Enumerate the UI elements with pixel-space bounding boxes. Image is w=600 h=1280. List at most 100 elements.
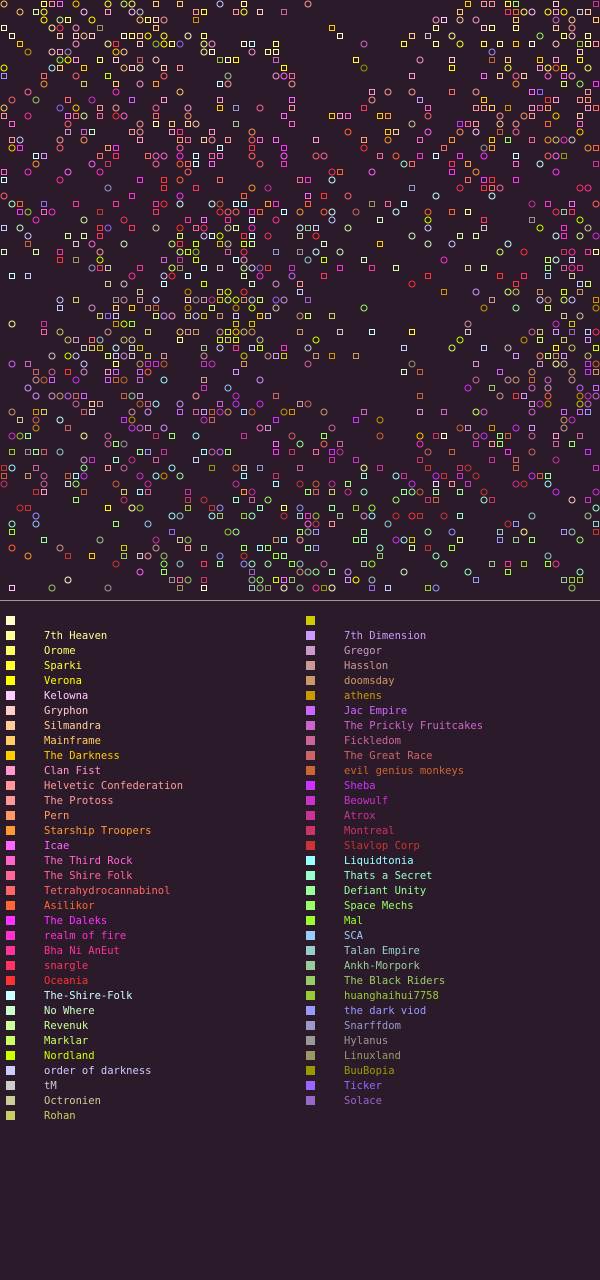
star-system-square-icon[interactable] bbox=[177, 537, 183, 543]
star-system-circle-icon[interactable] bbox=[160, 40, 168, 48]
star-system-square-icon[interactable] bbox=[9, 121, 15, 127]
star-system-square-icon[interactable] bbox=[433, 481, 439, 487]
star-system-square-icon[interactable] bbox=[89, 409, 95, 415]
star-system-circle-icon[interactable] bbox=[408, 232, 416, 240]
star-system-square-icon[interactable] bbox=[73, 113, 79, 119]
star-system-square-icon[interactable] bbox=[137, 137, 143, 143]
star-system-circle-icon[interactable] bbox=[200, 224, 208, 232]
star-system-square-icon[interactable] bbox=[41, 449, 47, 455]
star-system-square-icon[interactable] bbox=[369, 89, 375, 95]
star-system-square-icon[interactable] bbox=[249, 233, 255, 239]
star-system-circle-icon[interactable] bbox=[16, 224, 24, 232]
star-system-square-icon[interactable] bbox=[81, 393, 87, 399]
star-system-circle-icon[interactable] bbox=[72, 376, 80, 384]
star-system-square-icon[interactable] bbox=[217, 401, 223, 407]
star-system-square-icon[interactable] bbox=[249, 569, 255, 575]
star-system-square-icon[interactable] bbox=[569, 321, 575, 327]
star-system-square-icon[interactable] bbox=[185, 545, 191, 551]
star-system-circle-icon[interactable] bbox=[0, 480, 8, 488]
star-system-square-icon[interactable] bbox=[9, 585, 15, 591]
star-system-square-icon[interactable] bbox=[377, 217, 383, 223]
star-system-square-icon[interactable] bbox=[65, 113, 71, 119]
star-system-square-icon[interactable] bbox=[153, 113, 159, 119]
star-system-square-icon[interactable] bbox=[561, 313, 567, 319]
star-system-circle-icon[interactable] bbox=[320, 152, 328, 160]
star-system-circle-icon[interactable] bbox=[48, 48, 56, 56]
star-system-circle-icon[interactable] bbox=[592, 488, 600, 496]
star-system-square-icon[interactable] bbox=[297, 529, 303, 535]
star-system-circle-icon[interactable] bbox=[0, 0, 8, 8]
star-system-square-icon[interactable] bbox=[577, 281, 583, 287]
star-system-circle-icon[interactable] bbox=[192, 392, 200, 400]
star-system-square-icon[interactable] bbox=[137, 449, 143, 455]
star-system-square-icon[interactable] bbox=[449, 89, 455, 95]
star-system-circle-icon[interactable] bbox=[152, 544, 160, 552]
star-system-circle-icon[interactable] bbox=[80, 368, 88, 376]
star-system-square-icon[interactable] bbox=[569, 201, 575, 207]
star-system-circle-icon[interactable] bbox=[248, 184, 256, 192]
star-system-square-icon[interactable] bbox=[489, 105, 495, 111]
star-system-square-icon[interactable] bbox=[385, 585, 391, 591]
star-system-square-icon[interactable] bbox=[113, 521, 119, 527]
star-system-circle-icon[interactable] bbox=[456, 336, 464, 344]
star-system-square-icon[interactable] bbox=[457, 489, 463, 495]
star-system-square-icon[interactable] bbox=[89, 553, 95, 559]
star-system-square-icon[interactable] bbox=[201, 217, 207, 223]
star-system-square-icon[interactable] bbox=[593, 465, 599, 471]
star-system-circle-icon[interactable] bbox=[80, 112, 88, 120]
star-system-circle-icon[interactable] bbox=[576, 184, 584, 192]
star-system-circle-icon[interactable] bbox=[80, 464, 88, 472]
star-system-circle-icon[interactable] bbox=[504, 240, 512, 248]
star-system-square-icon[interactable] bbox=[329, 449, 335, 455]
star-system-circle-icon[interactable] bbox=[232, 328, 240, 336]
star-system-circle-icon[interactable] bbox=[328, 208, 336, 216]
star-system-square-icon[interactable] bbox=[161, 185, 167, 191]
star-system-square-icon[interactable] bbox=[305, 177, 311, 183]
star-system-square-icon[interactable] bbox=[553, 353, 559, 359]
star-system-square-icon[interactable] bbox=[129, 129, 135, 135]
star-system-circle-icon[interactable] bbox=[384, 136, 392, 144]
star-system-circle-icon[interactable] bbox=[576, 128, 584, 136]
star-system-circle-icon[interactable] bbox=[568, 416, 576, 424]
star-system-circle-icon[interactable] bbox=[120, 464, 128, 472]
star-system-square-icon[interactable] bbox=[217, 57, 223, 63]
star-system-circle-icon[interactable] bbox=[488, 48, 496, 56]
star-system-circle-icon[interactable] bbox=[584, 184, 592, 192]
star-system-circle-icon[interactable] bbox=[176, 328, 184, 336]
star-system-square-icon[interactable] bbox=[409, 545, 415, 551]
star-system-square-icon[interactable] bbox=[113, 361, 119, 367]
star-system-circle-icon[interactable] bbox=[296, 224, 304, 232]
star-system-square-icon[interactable] bbox=[593, 249, 599, 255]
star-system-circle-icon[interactable] bbox=[32, 392, 40, 400]
star-system-circle-icon[interactable] bbox=[120, 280, 128, 288]
star-system-square-icon[interactable] bbox=[153, 209, 159, 215]
star-system-square-icon[interactable] bbox=[241, 1, 247, 7]
star-system-circle-icon[interactable] bbox=[552, 16, 560, 24]
star-system-square-icon[interactable] bbox=[361, 137, 367, 143]
star-system-circle-icon[interactable] bbox=[120, 440, 128, 448]
star-system-square-icon[interactable] bbox=[57, 33, 63, 39]
star-system-square-icon[interactable] bbox=[425, 33, 431, 39]
star-system-circle-icon[interactable] bbox=[272, 280, 280, 288]
star-system-circle-icon[interactable] bbox=[456, 40, 464, 48]
star-system-square-icon[interactable] bbox=[433, 41, 439, 47]
star-system-circle-icon[interactable] bbox=[464, 384, 472, 392]
star-system-square-icon[interactable] bbox=[417, 97, 423, 103]
star-system-square-icon[interactable] bbox=[121, 489, 127, 495]
star-system-circle-icon[interactable] bbox=[32, 416, 40, 424]
star-system-square-icon[interactable] bbox=[129, 305, 135, 311]
star-system-circle-icon[interactable] bbox=[192, 432, 200, 440]
star-system-circle-icon[interactable] bbox=[432, 192, 440, 200]
star-system-square-icon[interactable] bbox=[305, 225, 311, 231]
star-system-circle-icon[interactable] bbox=[584, 392, 592, 400]
star-system-circle-icon[interactable] bbox=[232, 208, 240, 216]
star-system-square-icon[interactable] bbox=[185, 121, 191, 127]
star-system-square-icon[interactable] bbox=[505, 433, 511, 439]
star-system-square-icon[interactable] bbox=[57, 305, 63, 311]
star-system-circle-icon[interactable] bbox=[144, 480, 152, 488]
star-system-square-icon[interactable] bbox=[193, 241, 199, 247]
star-system-square-icon[interactable] bbox=[105, 369, 111, 375]
star-system-circle-icon[interactable] bbox=[296, 568, 304, 576]
star-system-circle-icon[interactable] bbox=[232, 464, 240, 472]
star-system-square-icon[interactable] bbox=[1, 73, 7, 79]
